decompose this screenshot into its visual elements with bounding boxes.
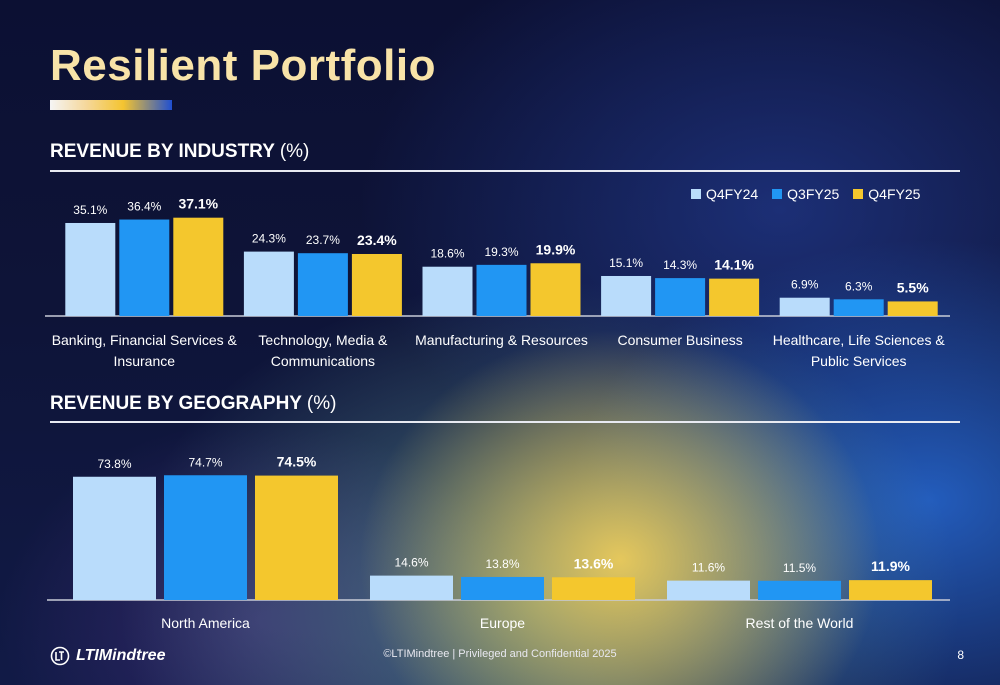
category-label: Insurance	[114, 353, 176, 369]
data-label-q4fy25: 23.4%	[357, 232, 397, 248]
data-label-q4fy25: 5.5%	[897, 279, 929, 295]
bar-q4fy24	[779, 297, 830, 316]
data-label-q3fy25: 14.3%	[663, 258, 697, 272]
legend-swatch	[772, 189, 783, 199]
bar-q4fy24	[65, 222, 116, 316]
category-label: Manufacturing & Resources	[415, 332, 588, 348]
bar-q4fy25	[709, 278, 760, 316]
title-underline-bar	[50, 100, 172, 110]
bar-q4fy25	[255, 475, 338, 600]
bar-q4fy24	[667, 580, 750, 600]
geography-section-unit: (%)	[306, 393, 337, 414]
data-label-q3fy25: 23.7%	[306, 233, 340, 247]
data-label-q3fy25: 11.5%	[783, 561, 816, 575]
legend-item-q3fy25: Q3FY25	[772, 186, 839, 202]
page-title: Resilient Portfolio	[50, 41, 436, 90]
bar-q4fy24	[243, 251, 294, 316]
legend-swatch	[691, 189, 701, 199]
legend-label: Q4FY25	[868, 186, 921, 202]
data-label-q4fy25: 19.9%	[536, 241, 576, 257]
data-label-q4fy25: 74.5%	[277, 454, 317, 470]
legend-item-q4fy24: Q4FY24	[691, 186, 758, 202]
data-label-q4fy25: 13.6%	[574, 555, 614, 571]
bar-q4fy25	[887, 301, 938, 316]
category-label: Banking, Financial Services &	[52, 332, 238, 348]
bar-q4fy24	[73, 476, 156, 600]
industry-section-title: REVENUE BY INDUSTRY (%)	[50, 141, 309, 163]
data-label-q4fy24: 14.6%	[394, 556, 428, 570]
page-number: 8	[957, 648, 964, 662]
category-label: North America	[161, 615, 250, 631]
data-label-q4fy24: 11.6%	[692, 561, 725, 575]
data-label-q3fy25: 19.3%	[484, 245, 518, 259]
data-label-q4fy24: 15.1%	[609, 256, 643, 270]
legend-swatch	[853, 189, 864, 199]
category-label: Technology, Media &	[258, 332, 388, 348]
lt-logo-icon	[50, 646, 70, 666]
bar-q3fy25	[461, 576, 544, 600]
category-label: Europe	[480, 615, 525, 631]
data-label-q4fy25: 14.1%	[714, 257, 754, 273]
bar-q4fy24	[601, 275, 652, 316]
bar-q3fy25	[476, 264, 527, 316]
data-label-q3fy25: 74.7%	[188, 455, 222, 469]
industry-section-rule	[50, 170, 960, 172]
data-label-q4fy24: 6.9%	[791, 278, 819, 292]
category-label: Public Services	[811, 353, 907, 369]
category-label: Communications	[271, 353, 375, 369]
data-label-q4fy24: 18.6%	[430, 247, 464, 261]
data-label-q3fy25: 13.8%	[485, 557, 519, 571]
data-label-q3fy25: 36.4%	[127, 200, 161, 214]
category-label: Rest of the World	[746, 615, 854, 631]
data-label-q4fy25: 11.9%	[871, 558, 910, 574]
geography-section-title: REVENUE BY GEOGRAPHY (%)	[50, 393, 336, 415]
legend-label: Q4FY24	[706, 186, 759, 202]
bar-q4fy25	[173, 217, 224, 316]
data-label-q4fy24: 35.1%	[73, 203, 107, 217]
bar-q4fy25	[351, 253, 402, 316]
bar-q4fy24	[370, 575, 453, 600]
data-label-q4fy24: 73.8%	[97, 457, 131, 471]
chart-legend: Q4FY24 Q3FY25 Q4FY25	[691, 186, 920, 202]
geography-section-rule	[50, 421, 960, 423]
bar-q4fy25	[530, 263, 581, 316]
brand-logo: LTIMindtree	[50, 646, 165, 666]
geography-section-label: REVENUE BY GEOGRAPHY	[50, 393, 302, 414]
data-label-q4fy24: 24.3%	[252, 232, 286, 246]
geography-bar-chart: 73.8% 74.7% 74.5% North America 14.6% 13.8% 13…	[47, 454, 950, 631]
bar-q3fy25	[297, 253, 348, 316]
bar-q3fy25	[833, 299, 884, 316]
bar-q4fy24	[422, 266, 473, 316]
brand-name: LTIMindtree	[76, 647, 166, 664]
data-label-q3fy25: 6.3%	[845, 279, 873, 293]
legend-item-q4fy25: Q4FY25	[853, 186, 920, 202]
bar-q4fy25	[552, 577, 635, 600]
industry-section-label: REVENUE BY INDUSTRY	[50, 141, 275, 162]
bar-q3fy25	[758, 580, 841, 600]
bar-q3fy25	[164, 475, 247, 600]
bar-q3fy25	[655, 278, 706, 316]
legend-label: Q3FY25	[787, 186, 840, 202]
bar-q3fy25	[119, 219, 170, 316]
bar-q4fy25	[849, 580, 932, 600]
industry-section-unit: (%)	[279, 141, 310, 162]
confidential-notice: ©LTIMindtree | Privileged and Confidenti…	[383, 648, 617, 660]
industry-bar-chart: 35.1% 36.4% 37.1% Banking, Financial Servic…	[45, 196, 950, 369]
category-label: Healthcare, Life Sciences &	[773, 332, 946, 348]
data-label-q4fy25: 37.1%	[178, 196, 218, 212]
category-label: Consumer Business	[617, 332, 742, 348]
